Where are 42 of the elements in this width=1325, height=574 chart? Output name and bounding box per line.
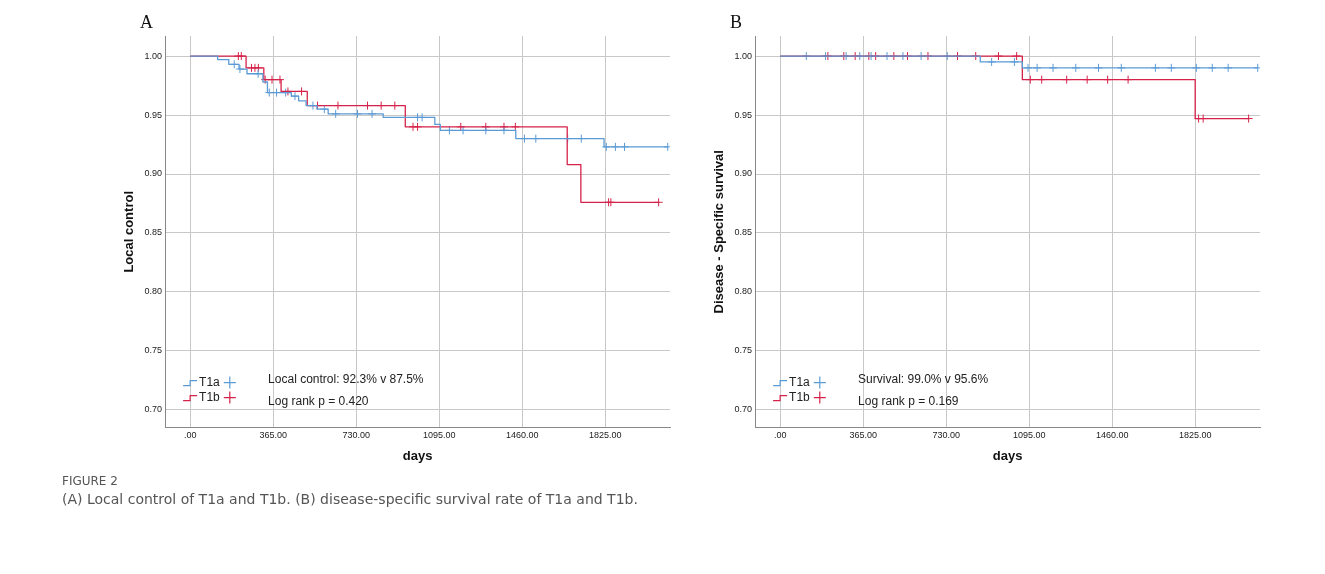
y-tick-label: 0.80 [144, 286, 163, 297]
y-tick-label: 0.95 [734, 109, 753, 120]
chart-title: A [140, 11, 154, 32]
annotation: Log rank p = 0.420 [268, 393, 369, 408]
y-tick-label: 0.70 [734, 404, 753, 415]
y-tick-label: 0.75 [734, 345, 753, 356]
x-tick-label: 365.00 [259, 430, 287, 441]
y-tick-label: 1.00 [734, 50, 753, 61]
y-axis-title: Disease - Specific survival [711, 150, 727, 314]
y-tick-label: 0.75 [144, 345, 163, 356]
legend-label: T1b [199, 389, 221, 404]
x-axis-title: days [402, 447, 433, 463]
x-tick-label: 1095.00 [422, 430, 456, 441]
legend-label: T1b [789, 389, 811, 404]
y-tick-label: 0.90 [734, 168, 753, 179]
y-tick-label: 0.85 [144, 227, 163, 238]
text: FIGURE 2 [62, 474, 119, 488]
x-tick-label: .00 [183, 430, 197, 441]
annotation: Survival: 99.0% v 95.6% [858, 371, 989, 386]
x-tick-label: .00 [773, 430, 787, 441]
x-tick-label: 730.00 [342, 430, 370, 441]
annotation: Log rank p = 0.169 [858, 393, 959, 408]
annotation: Local control: 92.3% v 87.5% [268, 371, 424, 386]
text: (A) Local control of T1a and T1b. (B) disease-specific survival rate of T1a and T1b. [62, 491, 639, 507]
legend-label: T1a [789, 374, 811, 389]
legend-label: T1a [199, 374, 221, 389]
x-tick-label: 365.00 [849, 430, 877, 441]
x-tick-label: 1825.00 [588, 430, 622, 441]
y-tick-label: 0.70 [144, 404, 163, 415]
y-axis-title: Local control [121, 190, 137, 273]
y-tick-label: 0.95 [144, 109, 163, 120]
chart-title: B [730, 11, 743, 32]
x-axis-title: days [992, 447, 1023, 463]
y-tick-label: 0.85 [734, 227, 753, 238]
x-tick-label: 1460.00 [1095, 430, 1129, 441]
x-tick-label: 1095.00 [1012, 430, 1046, 441]
x-tick-label: 1825.00 [1178, 430, 1212, 441]
x-tick-label: 1460.00 [505, 430, 539, 441]
y-tick-label: 0.90 [144, 168, 163, 179]
y-tick-label: 1.00 [144, 50, 163, 61]
y-tick-label: 0.80 [734, 286, 753, 297]
x-tick-label: 730.00 [932, 430, 960, 441]
